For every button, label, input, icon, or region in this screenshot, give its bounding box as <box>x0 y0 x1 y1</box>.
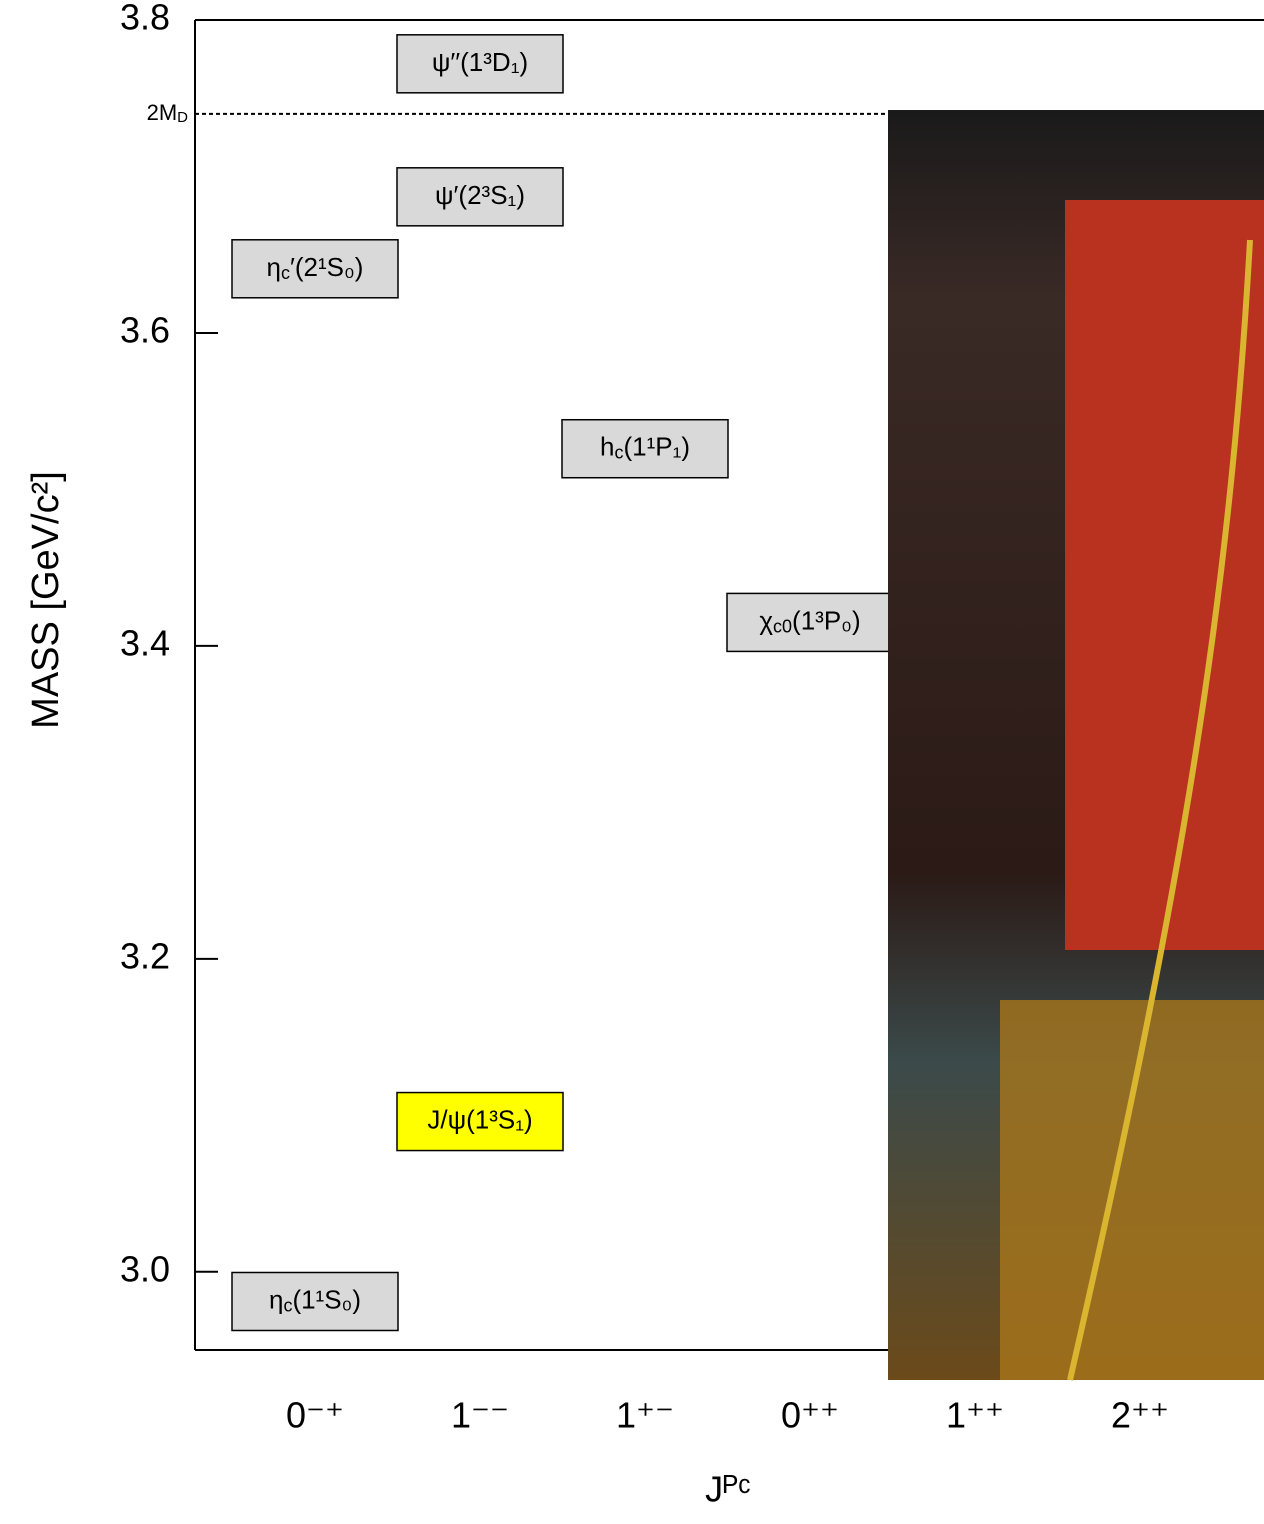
state-sub: c <box>283 1295 292 1315</box>
threshold-label-main: 2M <box>147 100 178 125</box>
y-tick-label: 3.4 <box>120 622 170 663</box>
state-label: ψ′(2³S₁) <box>435 180 525 210</box>
state-name: χ <box>759 605 773 635</box>
chart: MASS [GeV/c²] Jᴾᶜ 3.0 3.2 3.4 3.6 3.8 2MD 0⁻⁺ 1… <box>0 0 1264 1524</box>
threshold-label: 2MD <box>147 100 189 126</box>
state-label: J/ψ(1³S₁) <box>427 1104 532 1134</box>
state-name: η <box>267 252 281 282</box>
x-tick-label: 1⁺⁻ <box>616 1395 674 1436</box>
state-label: ηc(1¹S₀) <box>269 1284 361 1315</box>
state-name: h <box>600 432 614 462</box>
state-label: hc(1¹P₁) <box>600 432 690 463</box>
y-tick-label: 3.6 <box>120 309 170 350</box>
state-sub: c <box>614 442 623 462</box>
state-term: (1¹S₀) <box>292 1284 361 1314</box>
state-label: ψ′′(1³D₁) <box>432 47 528 77</box>
photo <box>888 110 1264 1380</box>
state-sub: c <box>281 263 290 283</box>
state-name: ψ′′(1³D₁) <box>432 47 528 77</box>
state-name: η <box>269 1284 283 1314</box>
state-term: (1³P₀) <box>792 605 861 635</box>
y-tick-label: 3.2 <box>120 935 170 976</box>
state-name: J/ψ(1³S₁) <box>427 1104 532 1134</box>
threshold-label-sub: D <box>177 109 188 126</box>
x-tick-label: 1⁻⁻ <box>451 1395 509 1436</box>
x-tick-label: 0⁺⁺ <box>781 1395 839 1436</box>
y-axis-label: MASS [GeV/c²] <box>25 471 67 729</box>
y-tick-label: 3.0 <box>120 1248 170 1289</box>
state-term: ′(2¹S₀) <box>290 252 363 282</box>
x-tick-label: 0⁻⁺ <box>286 1395 344 1436</box>
state-term: (1¹P₁) <box>623 432 690 462</box>
x-tick-label: 1⁺⁺ <box>946 1395 1004 1436</box>
y-tick-label: 3.8 <box>120 0 170 38</box>
state-sub: c0 <box>773 616 792 636</box>
state-name: ψ′(2³S₁) <box>435 180 525 210</box>
x-tick-label: 2⁺⁺ <box>1111 1395 1169 1436</box>
x-axis-label: Jᴾᶜ <box>705 1469 751 1510</box>
